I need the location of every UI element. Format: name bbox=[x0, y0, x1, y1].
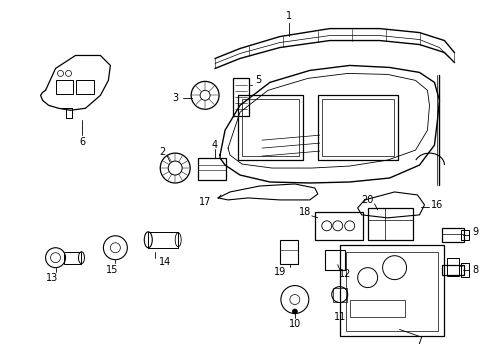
Text: 6: 6 bbox=[79, 137, 85, 147]
Bar bbox=[442, 228, 464, 242]
Bar bbox=[332, 288, 346, 302]
Bar bbox=[63, 252, 81, 264]
Text: 11: 11 bbox=[333, 312, 345, 323]
Bar bbox=[461, 263, 468, 276]
Bar bbox=[442, 265, 464, 275]
Text: 14: 14 bbox=[159, 257, 171, 267]
Text: 19: 19 bbox=[273, 267, 285, 276]
Bar bbox=[279, 240, 297, 264]
Bar bbox=[233, 78, 248, 116]
Bar bbox=[317, 95, 397, 160]
Bar bbox=[447, 258, 458, 276]
Text: 3: 3 bbox=[172, 93, 178, 103]
Text: 5: 5 bbox=[254, 75, 261, 85]
Text: 17: 17 bbox=[199, 197, 211, 207]
Bar bbox=[339, 245, 444, 336]
Bar bbox=[367, 208, 412, 240]
Text: 1: 1 bbox=[285, 11, 291, 21]
Text: 4: 4 bbox=[212, 140, 218, 150]
Text: 16: 16 bbox=[430, 200, 443, 210]
Bar bbox=[242, 99, 298, 156]
Text: 20: 20 bbox=[361, 195, 373, 205]
Bar bbox=[345, 252, 438, 332]
Bar bbox=[321, 99, 393, 156]
Bar bbox=[238, 95, 302, 160]
Bar bbox=[148, 232, 178, 248]
Text: 13: 13 bbox=[46, 273, 59, 283]
Text: 9: 9 bbox=[471, 227, 477, 237]
Bar bbox=[76, 80, 94, 94]
Bar bbox=[324, 250, 344, 270]
Circle shape bbox=[292, 309, 297, 314]
Bar bbox=[461, 230, 468, 240]
Text: 18: 18 bbox=[298, 207, 310, 217]
Bar bbox=[198, 158, 225, 180]
Bar bbox=[56, 80, 73, 94]
Text: 10: 10 bbox=[288, 319, 301, 329]
Text: 8: 8 bbox=[471, 265, 477, 275]
Bar bbox=[314, 212, 362, 240]
Text: 2: 2 bbox=[159, 147, 165, 157]
Text: 7: 7 bbox=[415, 336, 422, 346]
Text: 12: 12 bbox=[338, 269, 350, 279]
Text: 15: 15 bbox=[106, 265, 118, 275]
Bar bbox=[349, 300, 404, 318]
